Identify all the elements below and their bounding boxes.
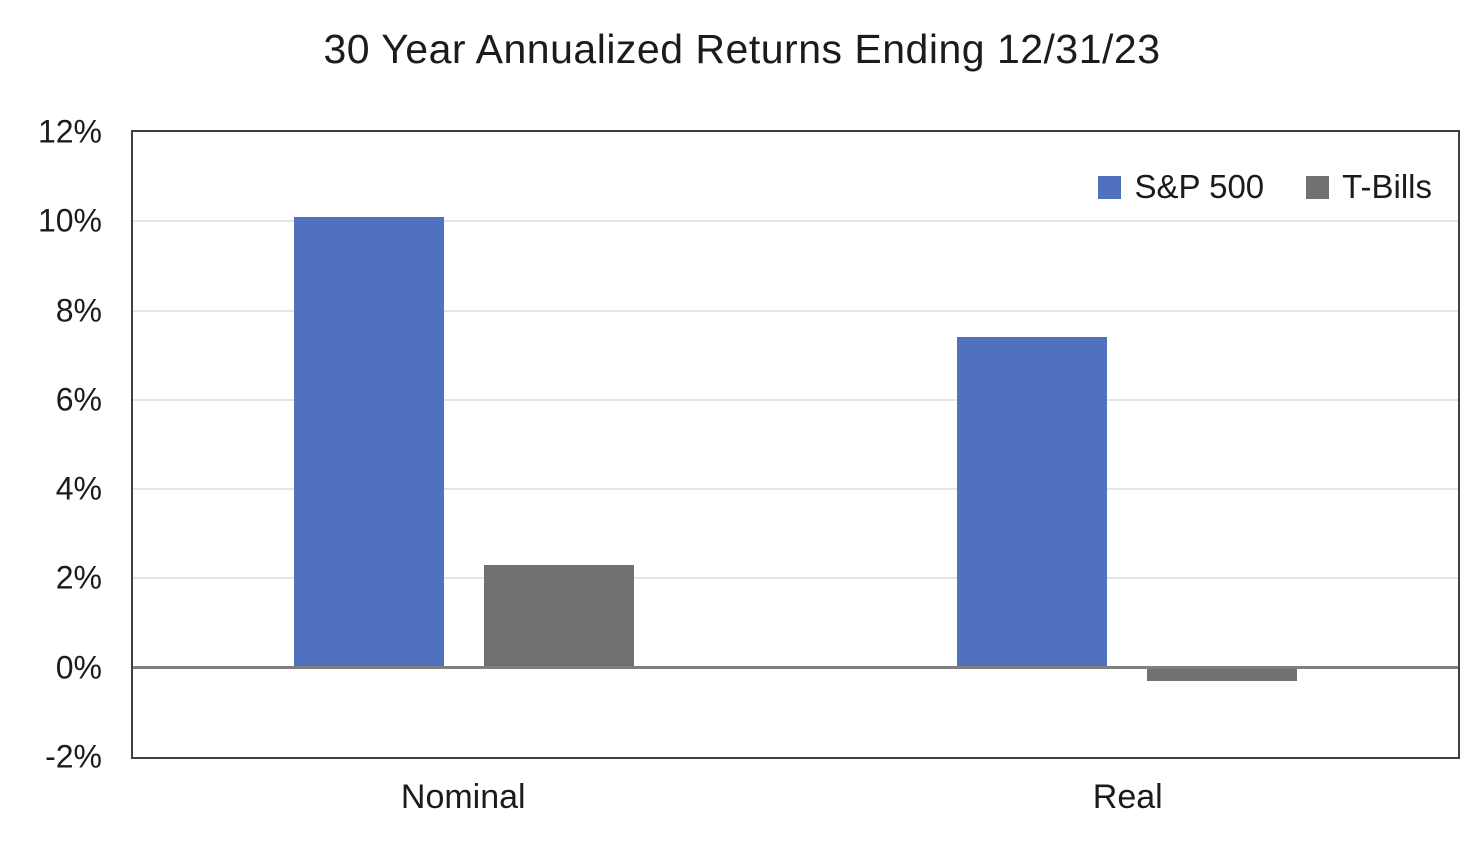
gridline — [133, 577, 1458, 580]
tbills-swatch-icon — [1306, 175, 1330, 199]
y-tick-label: 4% — [55, 470, 102, 507]
y-tick-label: 10% — [37, 202, 102, 239]
legend: S&P 500 T-Bills — [1098, 168, 1432, 206]
y-axis: 12% 10% 8% 6% 4% 2% 0% -2% — [0, 114, 102, 775]
y-tick-label: -2% — [45, 738, 102, 775]
bar-sp500-real — [956, 337, 1107, 668]
y-tick-label: 6% — [55, 381, 102, 418]
y-tick-label: 12% — [37, 113, 102, 150]
legend-item-tbills: T-Bills — [1306, 168, 1432, 206]
gridline — [133, 309, 1458, 312]
bar-sp500-nominal — [294, 216, 445, 668]
chart-title: 30 Year Annualized Returns Ending 12/31/… — [323, 26, 1161, 72]
legend-label-sp500: S&P 500 — [1134, 168, 1265, 205]
x-label-nominal: Nominal — [400, 778, 526, 816]
gridline — [133, 488, 1458, 491]
y-tick-label: 8% — [55, 292, 102, 329]
y-tick-label: 2% — [55, 559, 102, 596]
x-label-real: Real — [1092, 778, 1163, 816]
y-tick-label: 0% — [55, 649, 102, 686]
gridline — [133, 220, 1458, 223]
bar-tbills-real — [1146, 667, 1297, 682]
gridline — [133, 398, 1458, 401]
plot-area: S&P 500 T-Bills — [131, 130, 1460, 759]
legend-item-sp500: S&P 500 — [1098, 168, 1264, 206]
bar-tbills-nominal — [484, 565, 635, 668]
x-axis: Nominal Real — [131, 778, 1460, 817]
zero-axis-line — [133, 666, 1458, 670]
legend-label-tbills: T-Bills — [1342, 168, 1432, 205]
sp500-swatch-icon — [1098, 175, 1122, 199]
